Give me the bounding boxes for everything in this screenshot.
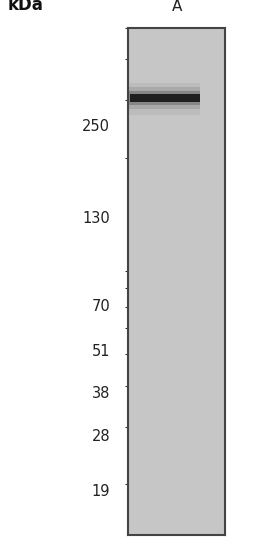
Text: 51: 51 bbox=[92, 344, 110, 359]
Bar bbox=[130, 87, 200, 110]
Text: 130: 130 bbox=[82, 211, 110, 226]
Text: 250: 250 bbox=[82, 119, 110, 134]
Text: A: A bbox=[172, 0, 182, 14]
Bar bbox=[130, 94, 200, 102]
Text: 70: 70 bbox=[91, 299, 110, 314]
Text: 19: 19 bbox=[92, 484, 110, 499]
Text: kDa: kDa bbox=[8, 0, 44, 14]
Bar bbox=[130, 83, 200, 115]
Bar bbox=[130, 91, 200, 105]
Text: 38: 38 bbox=[92, 385, 110, 400]
Text: 28: 28 bbox=[91, 429, 110, 444]
